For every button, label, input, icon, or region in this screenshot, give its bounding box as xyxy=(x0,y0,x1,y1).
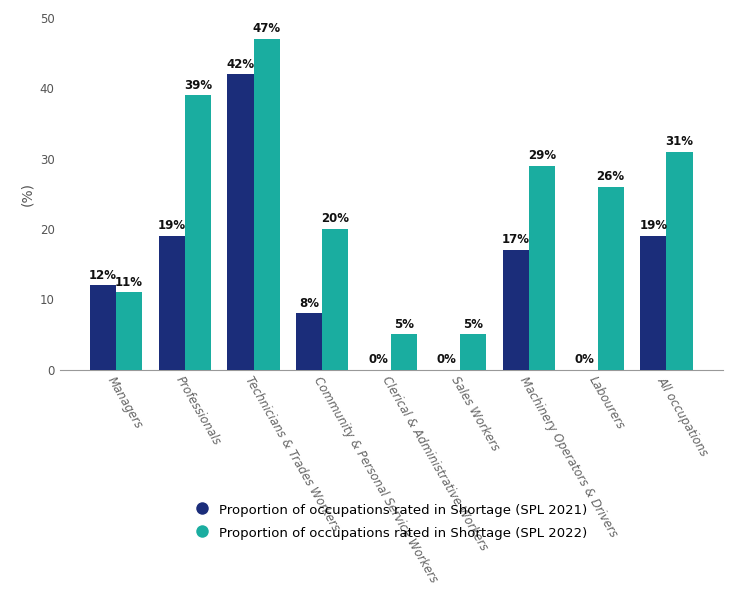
Bar xyxy=(323,229,349,370)
Text: 17%: 17% xyxy=(501,234,530,247)
Bar xyxy=(227,74,253,370)
Bar xyxy=(116,292,142,370)
Text: 0%: 0% xyxy=(574,353,595,366)
Bar xyxy=(460,334,486,370)
Bar xyxy=(89,285,116,370)
Text: 8%: 8% xyxy=(299,297,320,310)
Bar xyxy=(297,313,323,370)
Bar xyxy=(253,39,279,370)
Text: 5%: 5% xyxy=(394,318,414,331)
Bar xyxy=(159,236,185,370)
Text: 12%: 12% xyxy=(89,269,117,282)
Text: 11%: 11% xyxy=(115,275,143,288)
Bar xyxy=(391,334,417,370)
Bar xyxy=(185,95,211,370)
Text: 0%: 0% xyxy=(368,353,388,366)
Text: 26%: 26% xyxy=(597,170,625,183)
Bar xyxy=(640,236,666,370)
Text: 47%: 47% xyxy=(253,23,281,36)
Legend: Proportion of occupations rated in Shortage (SPL 2021), Proportion of occupation: Proportion of occupations rated in Short… xyxy=(190,496,592,546)
Text: 39%: 39% xyxy=(184,79,212,92)
Y-axis label: (%): (%) xyxy=(20,182,34,206)
Text: 20%: 20% xyxy=(321,212,349,225)
Text: 5%: 5% xyxy=(463,318,483,331)
Text: 42%: 42% xyxy=(226,58,255,70)
Bar xyxy=(529,166,555,370)
Bar xyxy=(597,187,624,370)
Bar xyxy=(666,151,693,370)
Text: 19%: 19% xyxy=(639,219,668,232)
Text: 31%: 31% xyxy=(665,135,694,148)
Text: 29%: 29% xyxy=(527,149,556,162)
Bar xyxy=(503,250,529,370)
Text: 0%: 0% xyxy=(437,353,457,366)
Text: 19%: 19% xyxy=(157,219,186,232)
